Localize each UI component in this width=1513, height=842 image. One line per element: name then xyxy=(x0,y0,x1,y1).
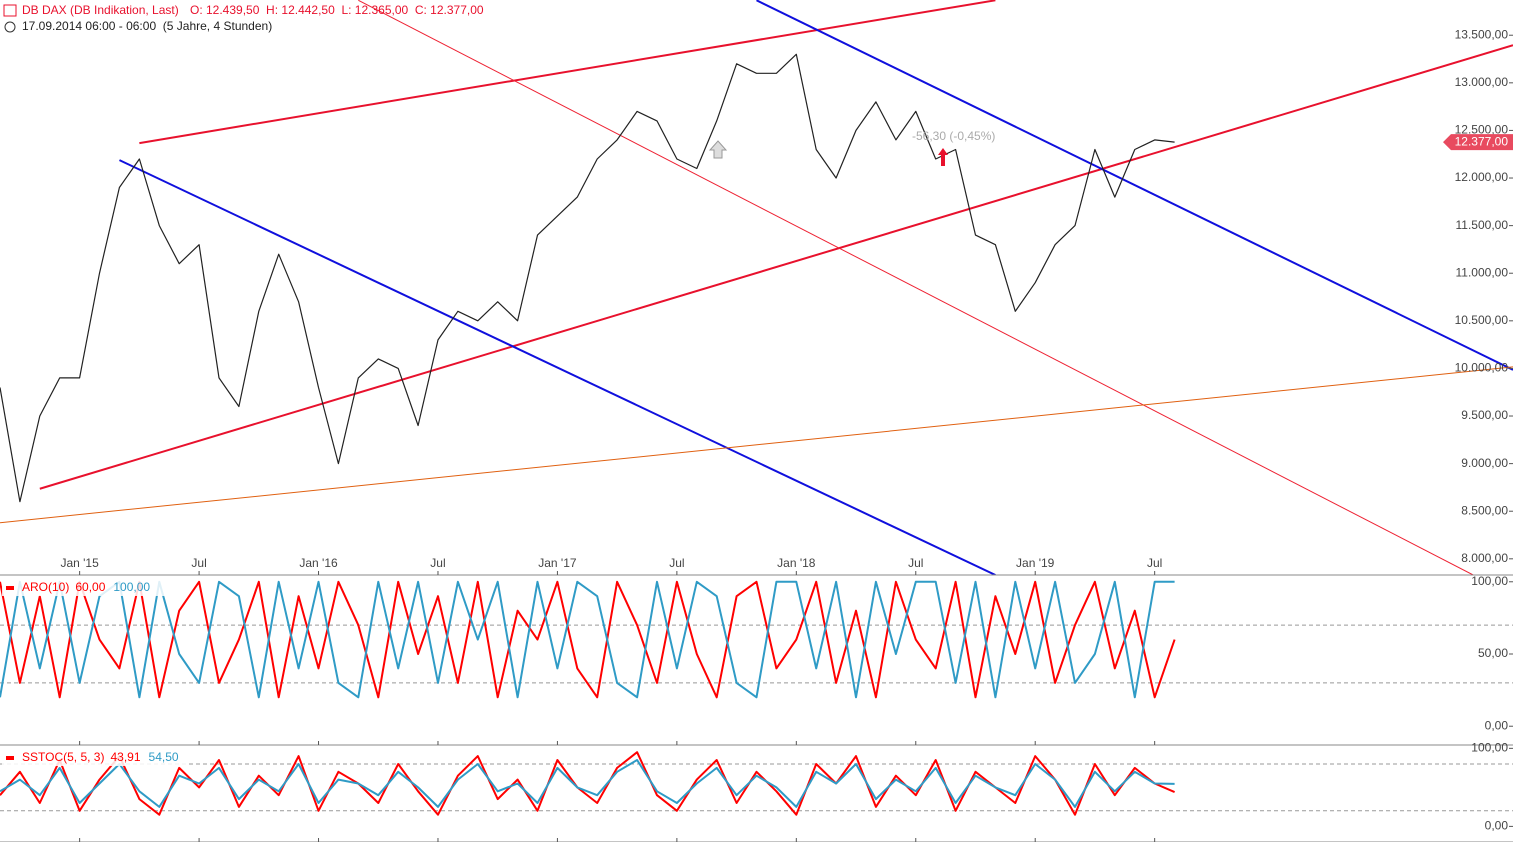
y-tick-label: 0,00 xyxy=(1485,718,1509,732)
y-tick-label: 100,00 xyxy=(1471,574,1508,588)
last-price-label: 12.377,00 xyxy=(1455,134,1509,148)
trend-line xyxy=(0,366,1513,524)
chart-title: DB DAX (DB Indikation, Last) xyxy=(22,3,179,17)
legend-value: 43,91 xyxy=(110,750,140,764)
y-tick-label: 10.000,00 xyxy=(1455,361,1509,375)
trend-line xyxy=(756,0,1513,371)
series-line xyxy=(0,580,1175,699)
trend-line xyxy=(358,0,1474,575)
chart-subtitle: 17.09.2014 06:00 - 06:00 (5 Jahre, 4 Stu… xyxy=(22,19,272,33)
y-tick-label: 8.000,00 xyxy=(1461,551,1508,565)
pane xyxy=(0,580,1513,699)
trend-line xyxy=(119,159,996,575)
legend-box xyxy=(2,750,188,766)
x-tick-label: Jan '19 xyxy=(1016,556,1055,570)
series-line xyxy=(0,53,1175,503)
x-tick-label: Jul xyxy=(430,556,445,570)
series-line xyxy=(0,759,1175,808)
last-price-tag xyxy=(1443,134,1513,151)
trend-line xyxy=(139,0,996,145)
legend-value: 60,00 xyxy=(75,580,105,594)
y-tick-label: 50,00 xyxy=(1478,646,1508,660)
x-tick-label: Jan '18 xyxy=(777,556,816,570)
x-tick-label: Jul xyxy=(669,556,684,570)
x-tick-label: Jan '16 xyxy=(299,556,338,570)
legend-box xyxy=(2,580,188,596)
y-tick-label: 13.000,00 xyxy=(1455,75,1509,89)
legend-value: 54,50 xyxy=(149,750,179,764)
x-tick-label: Jul xyxy=(191,556,206,570)
signal-arrow xyxy=(708,140,728,159)
y-tick-label: 12.000,00 xyxy=(1455,170,1509,184)
x-tick-label: Jan '17 xyxy=(538,556,577,570)
y-tick-label: 10.500,00 xyxy=(1455,313,1509,327)
series-line xyxy=(0,751,1175,816)
y-tick-label: 8.500,00 xyxy=(1461,503,1508,517)
legend-title: SSTOC(5, 5, 3) xyxy=(22,750,104,764)
legend-icon xyxy=(6,756,14,760)
pane xyxy=(0,0,1513,575)
label-layer: 8.000,00 8.500,00 9.000,00 9.500,00 10.000,0… xyxy=(2,27,1513,833)
x-tick-label: Jan '15 xyxy=(60,556,99,570)
legend-icon xyxy=(6,586,14,590)
legend-title: ARO(10) xyxy=(22,580,69,594)
y-tick-label: 9.000,00 xyxy=(1461,456,1508,470)
ohlc-values: O: 12.439,50 H: 12.442,50 L: 12.365,00 C… xyxy=(190,3,484,17)
annotation: -56,30 (-0,45%) xyxy=(912,129,995,143)
y-tick-label: 13.500,00 xyxy=(1455,27,1509,41)
y-tick-label: 100,00 xyxy=(1471,741,1508,755)
symbol-icon xyxy=(3,4,17,17)
y-tick-label: 12.500,00 xyxy=(1455,123,1509,137)
series-line xyxy=(0,580,1176,699)
y-tick-label: 0,00 xyxy=(1485,819,1509,833)
y-tick-label: 11.500,00 xyxy=(1456,218,1509,232)
pane xyxy=(0,751,1513,816)
clock-icon xyxy=(4,21,16,33)
y-tick-label: 9.500,00 xyxy=(1461,408,1508,422)
x-tick-label: Jul xyxy=(1147,556,1162,570)
legend-value: 100,00 xyxy=(113,580,150,594)
x-tick-label: Jul xyxy=(908,556,923,570)
y-tick-label: 11.000,00 xyxy=(1456,265,1509,279)
trend-line xyxy=(39,44,1513,490)
signal-arrow xyxy=(938,148,948,166)
